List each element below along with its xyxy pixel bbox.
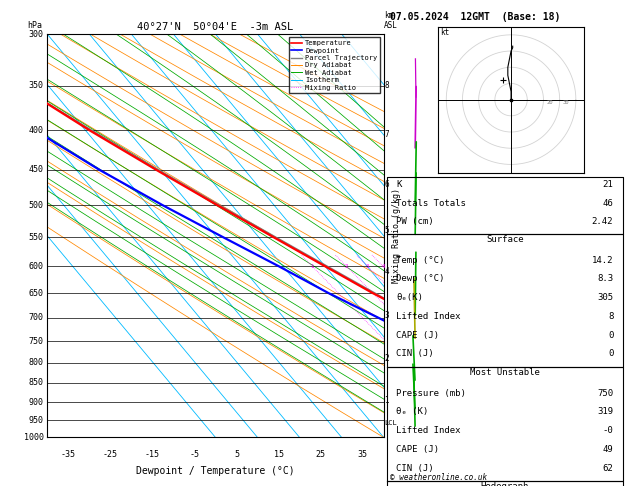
Text: 5: 5 [384,226,389,235]
Text: K: K [396,180,402,189]
Text: 319: 319 [597,407,613,417]
Text: 21: 21 [603,180,613,189]
Text: 14.2: 14.2 [592,256,613,265]
Text: kt: kt [440,28,449,37]
Text: Hodograph: Hodograph [481,483,529,486]
Text: PW (cm): PW (cm) [396,217,434,226]
Text: 550: 550 [29,233,44,242]
Text: -5: -5 [189,450,199,458]
Text: 1000: 1000 [24,433,44,442]
Text: 300: 300 [29,30,44,38]
Text: -25: -25 [103,450,118,458]
Text: θₑ(K): θₑ(K) [396,293,423,302]
Text: 750: 750 [29,336,44,346]
Text: 900: 900 [29,398,44,407]
Text: 350: 350 [29,81,44,90]
Text: 950: 950 [29,416,44,425]
Text: Totals Totals: Totals Totals [396,199,466,208]
Text: 62: 62 [603,464,613,473]
Text: Mixing Ratio (g/kg): Mixing Ratio (g/kg) [392,188,401,283]
Text: 400: 400 [29,126,44,135]
Text: Surface: Surface [486,235,523,244]
Text: Lifted Index: Lifted Index [396,312,461,321]
Text: 46: 46 [603,199,613,208]
Text: CIN (J): CIN (J) [396,464,434,473]
Text: -35: -35 [61,450,75,458]
Text: © weatheronline.co.uk: © weatheronline.co.uk [390,473,487,482]
Legend: Temperature, Dewpoint, Parcel Trajectory, Dry Adiabat, Wet Adiabat, Isotherm, Mi: Temperature, Dewpoint, Parcel Trajectory… [289,37,380,93]
Text: 700: 700 [29,313,44,322]
Text: Most Unstable: Most Unstable [470,368,540,377]
Text: 3: 3 [366,264,369,269]
Text: Dewp (°C): Dewp (°C) [396,275,445,283]
Text: 500: 500 [29,201,44,209]
Text: Dewpoint / Temperature (°C): Dewpoint / Temperature (°C) [136,466,295,476]
Text: 800: 800 [29,358,44,367]
Text: CIN (J): CIN (J) [396,349,434,358]
Text: 305: 305 [597,293,613,302]
Text: 1: 1 [384,396,389,405]
Text: 850: 850 [29,379,44,387]
Text: 750: 750 [597,389,613,398]
Text: 3: 3 [384,311,389,320]
Text: 0: 0 [608,330,613,340]
Text: 30: 30 [563,101,569,105]
Text: Pressure (mb): Pressure (mb) [396,389,466,398]
Text: LCL: LCL [384,420,397,426]
Text: 650: 650 [29,289,44,297]
Text: 1: 1 [311,264,314,269]
Text: θₑ (K): θₑ (K) [396,407,428,417]
Text: 2.42: 2.42 [592,217,613,226]
Text: Temp (°C): Temp (°C) [396,256,445,265]
Text: 450: 450 [29,165,44,174]
Text: 5: 5 [234,450,239,458]
Text: 600: 600 [29,262,44,271]
Text: 07.05.2024  12GMT  (Base: 18): 07.05.2024 12GMT (Base: 18) [390,12,560,22]
Text: 15: 15 [274,450,284,458]
Text: 25: 25 [316,450,326,458]
Text: 8: 8 [608,312,613,321]
Text: CAPE (J): CAPE (J) [396,330,439,340]
Text: 6: 6 [384,180,389,189]
Text: 8.3: 8.3 [597,275,613,283]
Text: 7: 7 [384,130,389,139]
Text: 2: 2 [384,354,389,363]
Text: 20: 20 [547,101,553,105]
Text: 4: 4 [384,267,389,276]
Text: hPa: hPa [27,21,42,30]
Text: Lifted Index: Lifted Index [396,426,461,435]
Text: 4: 4 [382,264,385,269]
Text: 2: 2 [345,264,348,269]
Title: 40°27'N  50°04'E  -3m ASL: 40°27'N 50°04'E -3m ASL [137,22,294,32]
Text: -15: -15 [145,450,160,458]
Text: 35: 35 [358,450,368,458]
Text: 0: 0 [608,349,613,358]
Text: 8: 8 [384,81,389,90]
Text: 49: 49 [603,445,613,454]
Text: km
ASL: km ASL [384,11,398,30]
Text: CAPE (J): CAPE (J) [396,445,439,454]
Text: -0: -0 [603,426,613,435]
